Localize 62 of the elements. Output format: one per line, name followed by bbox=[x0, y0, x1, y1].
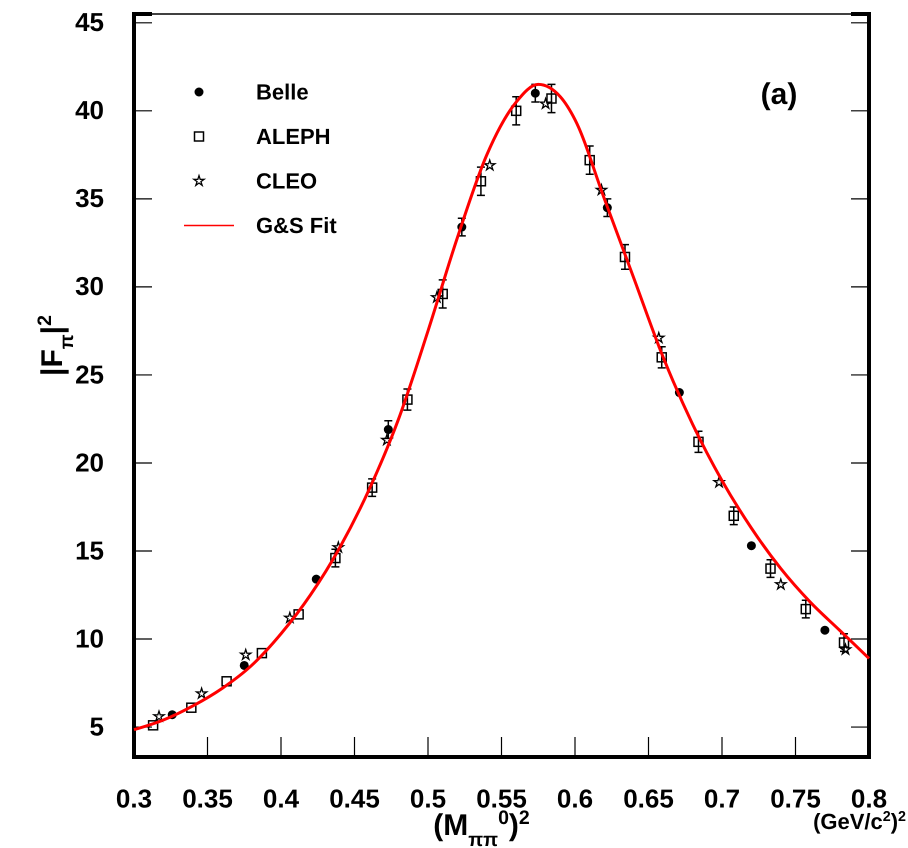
y-tick-label: 20 bbox=[75, 447, 104, 478]
point bbox=[476, 176, 486, 187]
x-tick-label: 0.6 bbox=[556, 783, 594, 814]
point bbox=[584, 154, 595, 166]
point bbox=[484, 159, 496, 170]
x-tick-label: 0.4 bbox=[262, 783, 300, 814]
y-tick-label: 40 bbox=[75, 95, 104, 126]
point bbox=[800, 604, 812, 614]
point bbox=[693, 436, 704, 448]
y-tick-label: 15 bbox=[75, 535, 104, 566]
legend-label: ALEPH bbox=[256, 124, 331, 150]
point bbox=[656, 352, 667, 363]
point bbox=[148, 720, 158, 731]
point bbox=[540, 98, 552, 109]
point bbox=[293, 609, 304, 620]
point bbox=[402, 394, 413, 405]
point bbox=[620, 252, 630, 262]
legend-label: CLEO bbox=[256, 168, 318, 194]
x-tick-label: 0.45 bbox=[329, 783, 380, 814]
y-tick-label: 10 bbox=[75, 623, 104, 654]
point bbox=[256, 648, 268, 658]
legend-label: G&S Fit bbox=[256, 213, 338, 238]
point bbox=[596, 184, 608, 196]
point bbox=[431, 291, 443, 302]
y-tick-label: 35 bbox=[75, 183, 104, 214]
x-tick-label: 0.3 bbox=[116, 783, 152, 814]
point bbox=[530, 88, 540, 98]
point bbox=[765, 563, 776, 574]
point bbox=[221, 676, 232, 687]
point bbox=[384, 425, 393, 434]
point bbox=[186, 702, 197, 713]
point bbox=[330, 552, 341, 564]
point bbox=[728, 510, 740, 522]
point bbox=[713, 476, 725, 488]
point bbox=[332, 541, 344, 552]
line-series bbox=[132, 82, 870, 732]
x-tick-label: 0.65 bbox=[623, 783, 674, 814]
point bbox=[840, 644, 852, 655]
point bbox=[510, 106, 522, 116]
x-tick-label: 0.7 bbox=[704, 783, 740, 814]
point bbox=[240, 660, 249, 670]
y-tick-label: 30 bbox=[75, 271, 104, 302]
y-tick-label: 25 bbox=[75, 359, 104, 390]
legend-label: Belle bbox=[256, 80, 309, 105]
point bbox=[838, 637, 850, 648]
x-tick-label: 0.5 bbox=[410, 783, 446, 814]
point bbox=[546, 93, 557, 104]
point bbox=[437, 288, 448, 300]
point bbox=[775, 578, 787, 590]
y-tick-label: 5 bbox=[90, 711, 104, 742]
x-tick-label: 0.35 bbox=[182, 783, 233, 814]
point bbox=[653, 332, 665, 343]
point bbox=[820, 626, 830, 635]
annotation: (a) bbox=[760, 78, 798, 111]
point bbox=[746, 541, 756, 550]
y-tick-label: 45 bbox=[75, 7, 104, 38]
point bbox=[284, 612, 296, 623]
point bbox=[153, 710, 165, 722]
point bbox=[366, 482, 378, 493]
point bbox=[381, 434, 393, 446]
point bbox=[240, 648, 252, 660]
point bbox=[196, 688, 208, 699]
